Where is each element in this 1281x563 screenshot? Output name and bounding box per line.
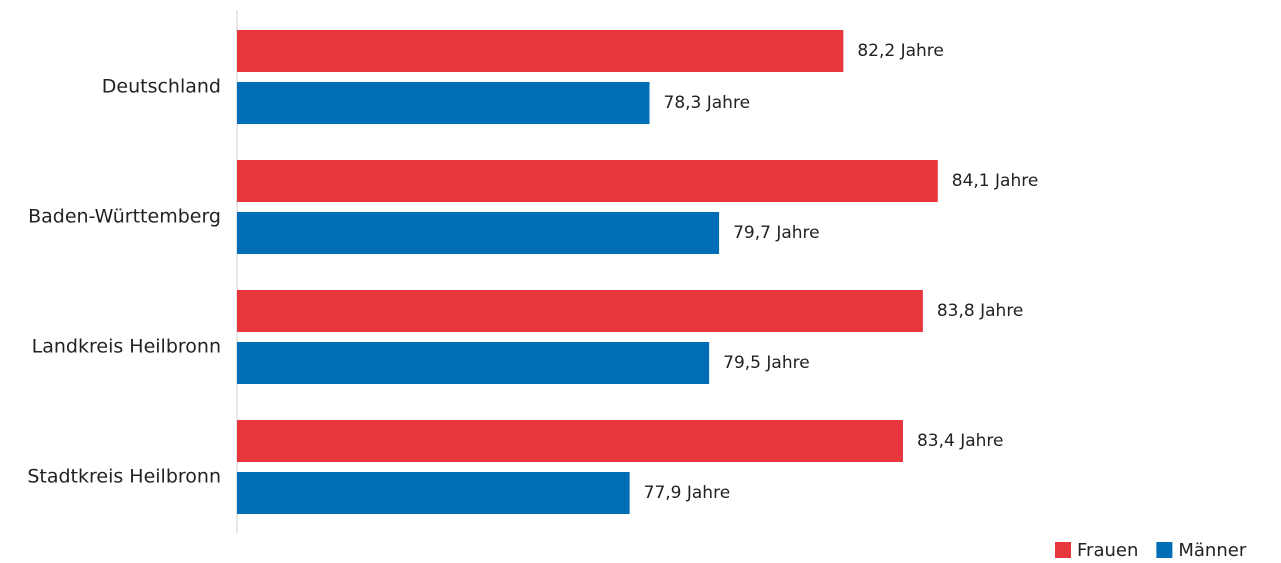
value-label: 79,5 Jahre [723, 353, 810, 373]
bar [237, 30, 844, 72]
value-label: 84,1 Jahre [952, 171, 1039, 191]
bar [237, 212, 720, 254]
value-label: 77,9 Jahre [644, 483, 731, 503]
category-label: Stadtkreis Heilbronn [27, 466, 221, 488]
value-label: 78,3 Jahre [664, 93, 751, 113]
bar [237, 342, 710, 384]
legend-label: Männer [1178, 540, 1246, 561]
bar [237, 82, 650, 124]
value-label: 82,2 Jahre [857, 41, 944, 61]
value-label: 83,4 Jahre [917, 431, 1004, 451]
value-label: 79,7 Jahre [733, 223, 820, 243]
category-label: Landkreis Heilbronn [32, 336, 221, 358]
category-label: Baden-Württemberg [28, 206, 221, 228]
legend-swatch [1156, 542, 1173, 558]
bar [237, 420, 903, 462]
category-label: Deutschland [102, 76, 221, 98]
bar [237, 472, 630, 514]
bar [237, 160, 938, 202]
legend-swatch [1055, 542, 1071, 558]
value-label: 83,8 Jahre [937, 301, 1024, 321]
bar [237, 290, 923, 332]
legend-label: Frauen [1077, 540, 1138, 561]
